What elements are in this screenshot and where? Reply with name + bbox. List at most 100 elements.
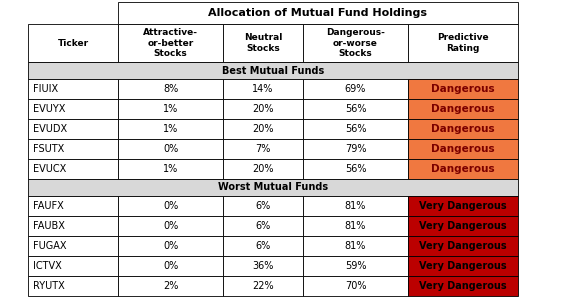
Text: 20%: 20% [252,164,274,174]
Bar [408,236,518,256]
Bar [118,139,223,159]
Text: RYUTX: RYUTX [33,281,65,291]
Text: 56%: 56% [345,164,366,174]
Text: 0%: 0% [163,221,178,231]
Text: 0%: 0% [163,261,178,271]
Text: Very Dangerous: Very Dangerous [419,201,507,211]
Text: 79%: 79% [345,144,366,154]
Text: 56%: 56% [345,124,366,134]
Text: Dangerous: Dangerous [431,104,495,114]
Text: EVUCX: EVUCX [33,164,66,174]
Bar [408,119,518,139]
Bar [303,236,408,256]
Text: 70%: 70% [345,281,366,291]
Text: 0%: 0% [163,144,178,154]
Text: FAUFX: FAUFX [33,201,64,211]
Text: 81%: 81% [345,221,366,231]
Text: 6%: 6% [255,201,271,211]
Bar [408,24,518,62]
Text: Dangerous-
or-worse
Stocks: Dangerous- or-worse Stocks [326,28,385,58]
Bar [28,236,118,256]
Bar [118,216,223,236]
Bar [223,216,303,236]
Bar [223,236,303,256]
Bar [28,62,518,79]
Bar [118,256,223,276]
Bar [303,159,408,179]
Text: 36%: 36% [252,261,274,271]
Bar [303,24,408,62]
Text: FUGAX: FUGAX [33,241,66,251]
Bar [223,159,303,179]
Bar [118,276,223,296]
Bar [303,196,408,216]
Text: EVUDX: EVUDX [33,124,67,134]
Bar [28,24,118,62]
Bar [223,256,303,276]
Bar [28,79,118,99]
Text: ICTVX: ICTVX [33,261,62,271]
Bar [223,79,303,99]
Bar [223,119,303,139]
Text: Best Mutual Funds: Best Mutual Funds [222,65,324,76]
Text: 81%: 81% [345,241,366,251]
Bar [28,99,118,119]
Text: Very Dangerous: Very Dangerous [419,281,507,291]
Bar [408,256,518,276]
Text: Dangerous: Dangerous [431,84,495,94]
Text: 20%: 20% [252,104,274,114]
Bar [408,159,518,179]
Bar [408,139,518,159]
Text: 2%: 2% [163,281,178,291]
Bar [303,99,408,119]
Bar [28,179,518,196]
Text: 8%: 8% [163,84,178,94]
Text: Very Dangerous: Very Dangerous [419,241,507,251]
Text: Allocation of Mutual Fund Holdings: Allocation of Mutual Fund Holdings [209,8,427,18]
Text: Very Dangerous: Very Dangerous [419,221,507,231]
Bar [118,24,223,62]
Text: 59%: 59% [345,261,366,271]
Text: 56%: 56% [345,104,366,114]
Text: Dangerous: Dangerous [431,144,495,154]
Bar [303,276,408,296]
Bar [118,119,223,139]
Bar [118,99,223,119]
Text: Predictive
Rating: Predictive Rating [437,33,489,53]
Text: 7%: 7% [255,144,271,154]
Bar [28,276,118,296]
Text: 6%: 6% [255,241,271,251]
Bar [408,99,518,119]
Text: Attractive-
or-better
Stocks: Attractive- or-better Stocks [143,28,198,58]
Bar [408,216,518,236]
Bar [28,119,118,139]
Text: 1%: 1% [163,124,178,134]
Bar [118,196,223,216]
Text: Dangerous: Dangerous [431,124,495,134]
Text: Dangerous: Dangerous [431,164,495,174]
Bar [118,79,223,99]
Text: 0%: 0% [163,201,178,211]
Bar [303,216,408,236]
Bar [28,216,118,236]
Text: 1%: 1% [163,164,178,174]
Bar [28,159,118,179]
Text: 20%: 20% [252,124,274,134]
Bar [118,159,223,179]
Text: 69%: 69% [345,84,366,94]
Text: FSUTX: FSUTX [33,144,65,154]
Bar [408,79,518,99]
Text: 22%: 22% [252,281,274,291]
Text: 6%: 6% [255,221,271,231]
Bar [223,99,303,119]
Bar [303,79,408,99]
Text: Ticker: Ticker [58,39,89,47]
Bar [223,196,303,216]
Bar [223,24,303,62]
Text: Worst Mutual Funds: Worst Mutual Funds [218,182,328,192]
Bar [303,139,408,159]
Bar [118,2,518,24]
Bar [408,196,518,216]
Text: EVUYX: EVUYX [33,104,65,114]
Text: 14%: 14% [252,84,274,94]
